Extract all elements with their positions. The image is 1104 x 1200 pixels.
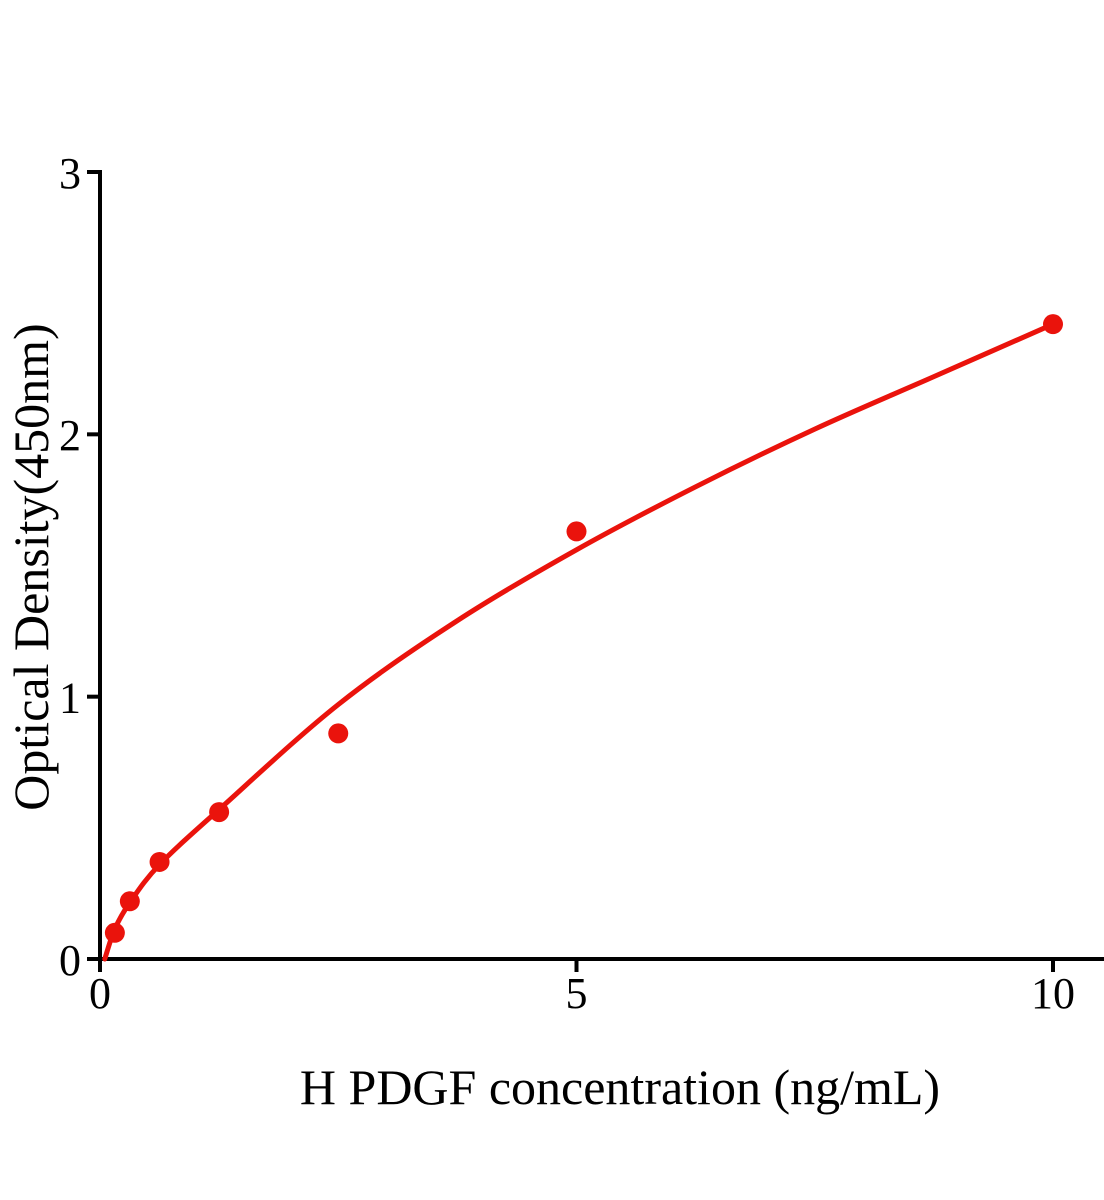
x-tick-label: 0 xyxy=(89,969,111,1018)
tick-labels: 0 1 2 3 0 5 10 xyxy=(59,149,1075,1018)
data-points xyxy=(104,314,1063,943)
y-tick-label: 2 xyxy=(59,411,81,460)
data-point xyxy=(104,922,125,943)
data-point xyxy=(1043,314,1063,335)
y-tick-label: 3 xyxy=(59,149,81,198)
fit-curve-line xyxy=(102,321,1056,962)
data-point xyxy=(566,521,587,542)
x-axis-title: H PDGF concentration (ng/mL) xyxy=(300,1059,940,1115)
y-tick-label: 1 xyxy=(59,674,81,723)
data-point xyxy=(209,802,230,823)
axes xyxy=(98,170,1104,961)
tick-marks xyxy=(87,170,1055,972)
y-axis-title: Optical Density(450nm) xyxy=(3,323,59,810)
data-point xyxy=(119,891,140,912)
data-point xyxy=(328,723,349,744)
x-tick-label: 10 xyxy=(1031,969,1075,1018)
data-point xyxy=(149,851,170,872)
y-tick-label: 0 xyxy=(59,936,81,985)
x-tick-label: 5 xyxy=(566,969,588,1018)
